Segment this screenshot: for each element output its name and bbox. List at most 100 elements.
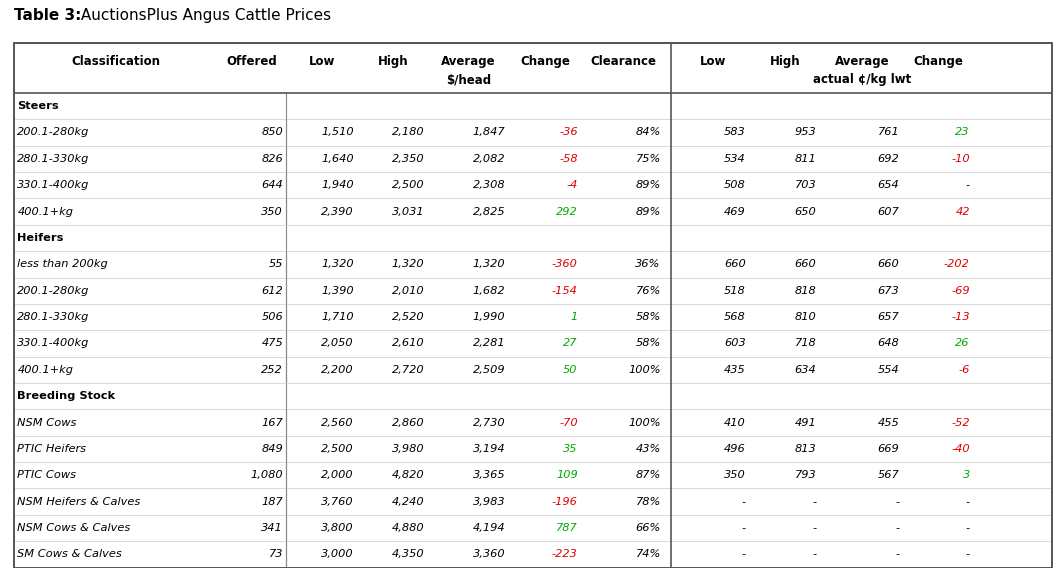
Text: 66%: 66% [636, 523, 661, 533]
Text: 2,010: 2,010 [391, 286, 424, 296]
Text: 4,350: 4,350 [391, 550, 424, 559]
Text: 89%: 89% [636, 207, 661, 217]
Text: 3,365: 3,365 [473, 471, 505, 480]
Text: -223: -223 [552, 550, 578, 559]
Text: 200.1-280kg: 200.1-280kg [17, 127, 90, 138]
Text: 50: 50 [563, 365, 578, 375]
Text: 2,082: 2,082 [473, 154, 505, 164]
Text: 1,510: 1,510 [321, 127, 353, 138]
Text: 491: 491 [795, 418, 817, 427]
Text: 654: 654 [877, 180, 899, 190]
Text: 1: 1 [570, 312, 578, 322]
Text: 2,281: 2,281 [473, 339, 505, 348]
Text: Low: Low [700, 55, 727, 68]
Text: 58%: 58% [636, 339, 661, 348]
Text: Offered: Offered [226, 55, 277, 68]
Text: Table 3:: Table 3: [15, 9, 81, 23]
Text: 850: 850 [261, 127, 284, 138]
Text: 1,682: 1,682 [473, 286, 505, 296]
Text: 2,000: 2,000 [321, 471, 353, 480]
Text: 350: 350 [724, 471, 746, 480]
Text: 200.1-280kg: 200.1-280kg [17, 286, 90, 296]
Text: -154: -154 [552, 286, 578, 296]
Text: 167: 167 [261, 418, 284, 427]
Text: -: - [895, 523, 899, 533]
Text: less than 200kg: less than 200kg [17, 259, 108, 269]
Text: -360: -360 [552, 259, 578, 269]
Text: Change: Change [521, 55, 570, 68]
Text: 252: 252 [261, 365, 284, 375]
Text: 1,710: 1,710 [321, 312, 353, 322]
Text: 84%: 84% [636, 127, 661, 138]
Text: -: - [813, 523, 817, 533]
Text: 2,050: 2,050 [321, 339, 353, 348]
Text: 26: 26 [955, 339, 970, 348]
Text: -10: -10 [951, 154, 970, 164]
Text: -4: -4 [566, 180, 578, 190]
Text: 657: 657 [877, 312, 899, 322]
Text: 400.1+kg: 400.1+kg [17, 365, 73, 375]
Text: Low: Low [309, 55, 335, 68]
Text: 87%: 87% [636, 471, 661, 480]
Text: 2,610: 2,610 [391, 339, 424, 348]
Text: 810: 810 [795, 312, 817, 322]
Text: 2,500: 2,500 [321, 444, 353, 454]
Text: 3: 3 [963, 471, 970, 480]
Text: 27: 27 [563, 339, 578, 348]
Text: 849: 849 [261, 444, 284, 454]
Text: 3,980: 3,980 [391, 444, 424, 454]
Text: -: - [742, 550, 746, 559]
Text: 2,720: 2,720 [391, 365, 424, 375]
Text: 2,180: 2,180 [391, 127, 424, 138]
Text: -: - [813, 550, 817, 559]
Text: 2,730: 2,730 [473, 418, 505, 427]
Text: 35: 35 [563, 444, 578, 454]
Text: 3,360: 3,360 [473, 550, 505, 559]
Text: 634: 634 [795, 365, 817, 375]
Text: NSM Cows: NSM Cows [17, 418, 77, 427]
Text: 534: 534 [724, 154, 746, 164]
Text: -58: -58 [559, 154, 578, 164]
Text: -196: -196 [552, 497, 578, 506]
Text: 650: 650 [795, 207, 817, 217]
Text: 187: 187 [261, 497, 284, 506]
Text: -36: -36 [559, 127, 578, 138]
Text: -: - [966, 180, 970, 190]
Text: 506: 506 [261, 312, 284, 322]
Text: 341: 341 [261, 523, 284, 533]
Text: 4,880: 4,880 [391, 523, 424, 533]
Text: 2,350: 2,350 [391, 154, 424, 164]
Text: 826: 826 [261, 154, 284, 164]
Text: 2,509: 2,509 [473, 365, 505, 375]
Text: 607: 607 [877, 207, 899, 217]
Text: 55: 55 [269, 259, 284, 269]
Text: -70: -70 [559, 418, 578, 427]
Text: 475: 475 [261, 339, 284, 348]
Text: Clearance: Clearance [590, 55, 656, 68]
Text: -52: -52 [951, 418, 970, 427]
Text: -: - [966, 523, 970, 533]
Text: 75%: 75% [636, 154, 661, 164]
Text: 669: 669 [877, 444, 899, 454]
Text: -: - [742, 523, 746, 533]
Text: 4,820: 4,820 [391, 471, 424, 480]
Text: 1,940: 1,940 [321, 180, 353, 190]
Text: 400.1+kg: 400.1+kg [17, 207, 73, 217]
Text: PTIC Cows: PTIC Cows [17, 471, 76, 480]
Text: 813: 813 [795, 444, 817, 454]
Text: -: - [742, 497, 746, 506]
Text: -: - [895, 497, 899, 506]
Text: AuctionsPlus Angus Cattle Prices: AuctionsPlus Angus Cattle Prices [76, 9, 331, 23]
Text: 703: 703 [795, 180, 817, 190]
Text: 1,990: 1,990 [473, 312, 505, 322]
Text: 330.1-400kg: 330.1-400kg [17, 180, 90, 190]
Text: 100%: 100% [628, 365, 661, 375]
Text: Heifers: Heifers [17, 233, 63, 243]
Text: High: High [378, 55, 408, 68]
Text: 410: 410 [724, 418, 746, 427]
Text: 36%: 36% [636, 259, 661, 269]
Text: 554: 554 [877, 365, 899, 375]
Text: 692: 692 [877, 154, 899, 164]
Text: Average: Average [835, 55, 889, 68]
Text: actual ¢/kg lwt: actual ¢/kg lwt [813, 73, 911, 86]
